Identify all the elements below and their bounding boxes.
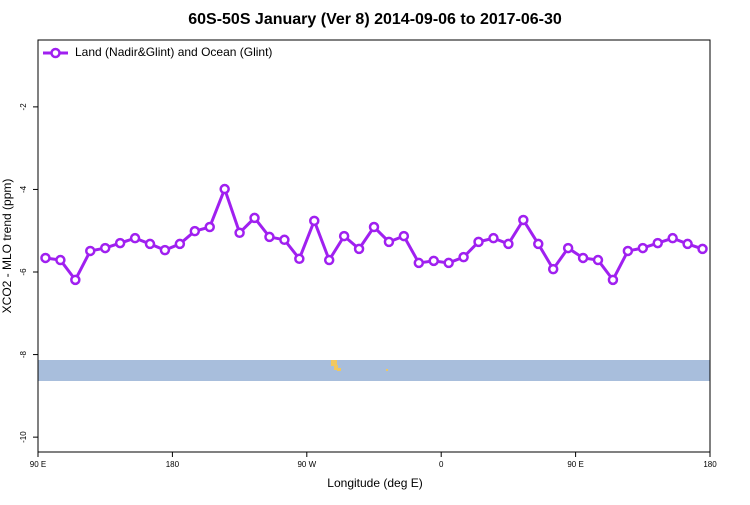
- data-point: [294, 253, 305, 265]
- data-point: [443, 257, 454, 269]
- data-point: [279, 234, 290, 246]
- data-point: [383, 236, 395, 248]
- data-line: [45, 184, 704, 283]
- chart-title: 60S-50S January (Ver 8) 2014-09-06 to 20…: [188, 11, 562, 28]
- x-axis-label: Longitude (deg E): [327, 476, 422, 490]
- x-tick-label: 90 E: [567, 460, 583, 469]
- data-point: [697, 243, 708, 255]
- data-point: [219, 183, 230, 195]
- data-point: [682, 238, 693, 250]
- data-point: [488, 232, 499, 244]
- data-point: [144, 238, 156, 250]
- data-point: [55, 254, 66, 266]
- x-tick-label: 90 E: [30, 460, 46, 469]
- data-point: [398, 230, 410, 242]
- data-point: [70, 274, 81, 286]
- data-point: [458, 251, 469, 263]
- data-point: [607, 274, 619, 286]
- data-point: [652, 237, 663, 249]
- y-axis-label: XCO2 - MLO trend (ppm): [0, 179, 14, 314]
- data-point: [159, 244, 171, 256]
- data-point: [353, 243, 365, 255]
- land-dots: [331, 360, 388, 371]
- data-point: [174, 238, 186, 250]
- data-point: [592, 254, 604, 266]
- data-point: [99, 242, 111, 254]
- data-point: [413, 257, 425, 269]
- data-point: [204, 221, 215, 233]
- data-point: [518, 214, 529, 226]
- data-point: [189, 225, 201, 237]
- data-point: [40, 252, 51, 264]
- y-tick-label: -4: [19, 185, 28, 193]
- data-point: [234, 227, 245, 239]
- y-tick-label: -8: [19, 350, 28, 358]
- legend-label: Land (Nadir&Glint) and Ocean (Glint): [75, 45, 272, 59]
- data-point: [114, 237, 126, 249]
- data-point: [562, 242, 574, 254]
- data-point: [637, 242, 649, 254]
- data-point: [309, 215, 320, 227]
- data-point: [264, 231, 275, 243]
- map-band: [38, 360, 710, 381]
- data-point: [667, 232, 678, 244]
- x-tick-label: 90 W: [297, 460, 316, 469]
- data-point: [547, 263, 559, 275]
- data-point: [533, 238, 544, 250]
- data-point: [473, 236, 484, 248]
- data-point: [577, 252, 589, 264]
- legend-marker: [50, 47, 61, 59]
- data-point: [428, 255, 439, 267]
- y-tick-label: -10: [19, 431, 28, 443]
- x-tick-label: 180: [703, 460, 717, 469]
- data-point: [323, 254, 335, 266]
- data-point: [338, 230, 350, 242]
- data-point: [503, 238, 514, 250]
- y-tick-label: -6: [19, 268, 28, 276]
- data-point: [129, 232, 141, 244]
- data-point: [368, 221, 380, 233]
- y-tick-label: -2: [19, 103, 28, 111]
- x-tick-label: 180: [166, 460, 180, 469]
- data-point: [622, 245, 634, 257]
- x-tick-label: 0: [439, 460, 444, 469]
- plot-frame: [37, 39, 711, 453]
- data-point: [85, 245, 96, 257]
- data-point: [249, 212, 260, 224]
